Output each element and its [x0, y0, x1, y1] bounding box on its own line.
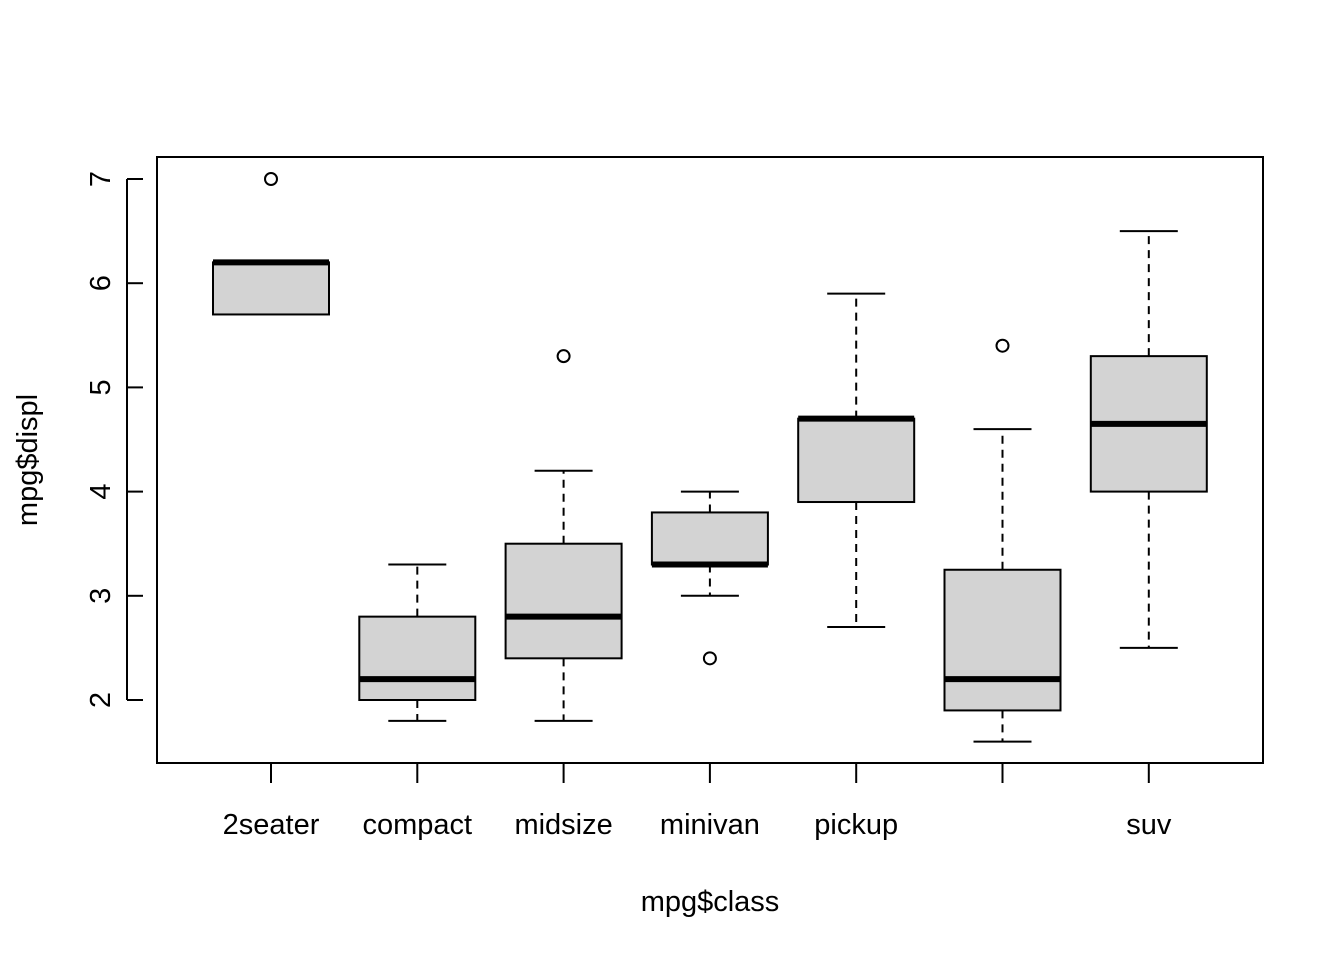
box-group-2seater — [213, 173, 329, 314]
y-tick-label: 3 — [85, 588, 117, 604]
box-group-minivan — [652, 492, 768, 665]
y-axis: 2 3 4 5 6 7 — [85, 171, 143, 708]
outlier-point — [704, 652, 716, 664]
x-tick-label: pickup — [814, 809, 898, 841]
y-tick-label: 4 — [85, 484, 117, 500]
outlier-point — [558, 350, 570, 362]
y-tick-label: 6 — [85, 275, 117, 291]
box-group-midsize — [506, 350, 622, 721]
x-tick-label: suv — [1126, 809, 1172, 841]
outlier-point — [997, 340, 1009, 352]
iqr-box — [945, 570, 1061, 711]
iqr-box — [359, 617, 475, 700]
iqr-box — [798, 419, 914, 502]
x-tick-label: midsize — [514, 809, 612, 841]
y-tick-label: 5 — [85, 379, 117, 395]
y-tick-label: 7 — [85, 171, 117, 187]
iqr-box — [652, 512, 768, 564]
boxes-layer — [213, 173, 1207, 742]
x-tick-label: minivan — [660, 809, 760, 841]
y-tick-label: 2 — [85, 692, 117, 708]
x-axis: 2seater compact midsize minivan pickup suv — [223, 763, 1172, 841]
box-group-suv — [1091, 231, 1207, 648]
box-group-pickup — [798, 294, 914, 627]
box-group-compact — [359, 565, 475, 721]
y-axis-title: mpg$displ — [12, 394, 44, 526]
x-tick-label: compact — [362, 809, 472, 841]
x-tick-label: 2seater — [223, 809, 320, 841]
iqr-box — [213, 262, 329, 314]
iqr-box — [506, 544, 622, 659]
box-group-unlabeled — [945, 340, 1061, 742]
outlier-point — [265, 173, 277, 185]
x-axis-title: mpg$class — [641, 886, 780, 918]
